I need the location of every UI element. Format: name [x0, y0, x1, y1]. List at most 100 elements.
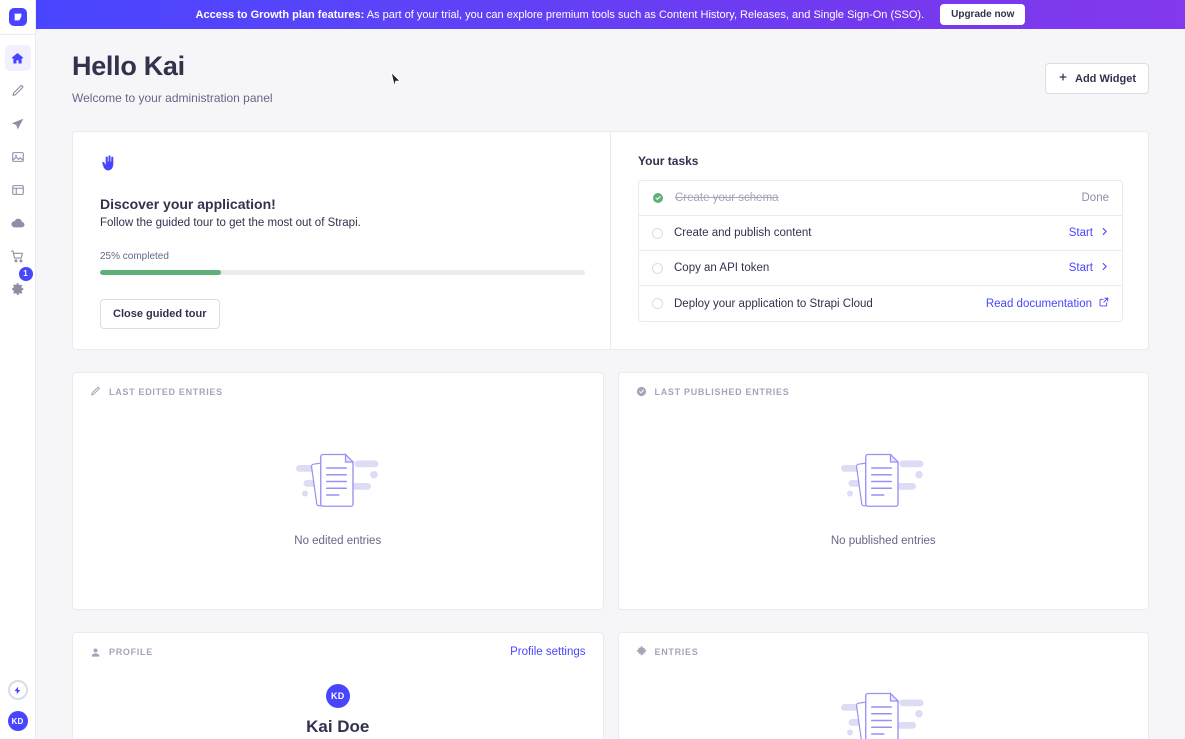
task-label: Deploy your application to Strapi Cloud [674, 297, 873, 310]
banner-text: Access to Growth plan features: As part … [196, 9, 925, 21]
tasks-list: Create your schema Done Create and publish… [638, 180, 1123, 322]
sidebar-item-strapi-cloud[interactable] [5, 210, 31, 236]
widget-title: LAST PUBLISHED ENTRIES [654, 386, 790, 397]
chevron-right-icon [1100, 262, 1109, 274]
widget-header: LAST PUBLISHED ENTRIES [619, 373, 1149, 397]
page-header-text: Hello Kai Welcome to your administration… [72, 51, 273, 105]
task-action-link[interactable]: Read documentation [986, 297, 1109, 310]
guided-tour-subtitle: Follow the guided tour to get the most o… [100, 217, 361, 229]
strapi-logo-icon[interactable] [8, 8, 27, 26]
pencil-icon [90, 386, 101, 397]
widget-last-edited-entries: LAST EDITED ENTRIES [72, 372, 604, 610]
sidebar: 1 KD [0, 0, 36, 739]
guided-tour-panel: Discover your application! Follow the gu… [73, 132, 611, 349]
overview-card: Discover your application! Follow the gu… [72, 131, 1149, 350]
check-circle-icon [636, 386, 647, 397]
plus-icon [1058, 72, 1068, 85]
lightning-bolt-icon[interactable] [7, 680, 28, 700]
task-row[interactable]: Deploy your application to Strapi Cloud R… [639, 286, 1122, 321]
widget-header-left: LAST EDITED ENTRIES [90, 386, 223, 397]
profile-avatar: KD [325, 684, 350, 708]
add-widget-button[interactable]: Add Widget [1045, 63, 1149, 94]
add-widget-label: Add Widget [1075, 72, 1136, 85]
tasks-title: Your tasks [638, 154, 699, 168]
profile-settings-link[interactable]: Profile settings [510, 646, 586, 658]
banner-lead: Access to Growth plan features: [195, 8, 365, 21]
sidebar-item-media-library[interactable] [5, 144, 31, 170]
tasks-panel: Your tasks Create your schema Done Create … [611, 132, 1148, 349]
widget-header-left: ENTRIES [636, 646, 699, 657]
task-status-circle [652, 298, 663, 309]
sidebar-item-releases[interactable] [5, 111, 31, 137]
widget-empty-text: No published entries [830, 534, 936, 547]
widget-row-entries: LAST EDITED ENTRIES [72, 372, 1149, 610]
task-row[interactable]: Create your schema Done [639, 181, 1122, 216]
task-label: Create and publish content [674, 227, 812, 239]
widget-header: LAST EDITED ENTRIES [73, 373, 603, 397]
widget-title: PROFILE [109, 647, 153, 657]
page-header: Hello Kai Welcome to your administration… [72, 29, 1149, 105]
external-link-icon [1099, 297, 1109, 310]
task-label: Create your schema [675, 192, 779, 204]
widget-title: ENTRIES [654, 646, 699, 657]
sidebar-item-marketplace[interactable] [5, 243, 31, 269]
sidebar-nav: 1 [0, 45, 35, 302]
sidebar-item-content-type-builder[interactable] [5, 177, 31, 203]
wave-hand-icon [100, 154, 583, 177]
sidebar-item-content-manager[interactable] [5, 78, 31, 104]
widget-empty-text: No edited entries [294, 534, 382, 547]
widget-profile: PROFILE Profile settings KD Kai Doe [72, 632, 604, 739]
widget-last-published-entries: LAST PUBLISHED ENTRIES [617, 372, 1149, 610]
sidebar-item-settings[interactable]: 1 [5, 267, 33, 302]
widget-entries: ENTRIES [617, 632, 1149, 739]
task-row[interactable]: Copy an API token Start [639, 251, 1122, 286]
profile-body: KD Kai Doe [73, 658, 603, 737]
check-circle-icon [653, 193, 663, 203]
widget-header: PROFILE Profile settings [73, 633, 603, 658]
upgrade-now-button[interactable]: Upgrade now [940, 4, 1026, 25]
task-action-label: Start [1068, 262, 1093, 274]
task-label: Copy an API token [674, 262, 770, 274]
puzzle-icon [636, 646, 647, 657]
guided-tour-title: Discover your application! [100, 196, 276, 212]
settings-badge: 1 [18, 267, 33, 281]
task-status-label: Done [1082, 192, 1110, 204]
avatar[interactable]: KD [7, 711, 28, 731]
sidebar-item-home[interactable] [4, 45, 31, 71]
task-status-circle [652, 227, 663, 239]
task-row[interactable]: Create and publish content Start [639, 216, 1122, 251]
page-content: Hello Kai Welcome to your administration… [36, 29, 1185, 739]
progress-label: 25% completed [100, 251, 169, 262]
trial-banner: Access to Growth plan features: As part … [36, 0, 1185, 29]
main-area: Access to Growth plan features: As part … [36, 0, 1185, 739]
task-action-label: Done [1081, 192, 1110, 204]
close-guided-tour-button[interactable]: Close guided tour [100, 299, 220, 329]
task-action-label: Read documentation [985, 297, 1092, 310]
sidebar-bottom: KD [0, 680, 35, 731]
widget-empty-state: No edited entries [73, 397, 603, 593]
chevron-right-icon [1100, 227, 1109, 239]
progress-bar [100, 270, 585, 275]
empty-documents-illustration [841, 692, 924, 739]
widget-empty-state: No published entries [619, 397, 1149, 593]
task-status-circle [652, 262, 663, 274]
widget-header: ENTRIES [619, 633, 1149, 657]
banner-body: As part of your trial, you can explore p… [364, 8, 925, 21]
task-action-label: Start [1068, 227, 1093, 239]
widget-row-profile: PROFILE Profile settings KD Kai Doe [72, 632, 1149, 739]
progress-bar-fill [100, 270, 222, 275]
page-title: Hello Kai [72, 51, 185, 81]
widget-title: LAST EDITED ENTRIES [109, 386, 223, 397]
task-action-link[interactable]: Start [1069, 227, 1109, 239]
profile-name: Kai Doe [306, 717, 370, 736]
task-action-link[interactable]: Start [1069, 262, 1109, 274]
widget-header-left: LAST PUBLISHED ENTRIES [636, 386, 790, 397]
page-subtitle: Welcome to your administration panel [72, 91, 273, 105]
logo-area [0, 0, 35, 35]
empty-documents-illustration [295, 452, 379, 507]
entries-body [619, 657, 1149, 739]
empty-documents-illustration [841, 452, 924, 507]
user-icon [90, 647, 101, 658]
widget-header-left: PROFILE [90, 647, 153, 658]
